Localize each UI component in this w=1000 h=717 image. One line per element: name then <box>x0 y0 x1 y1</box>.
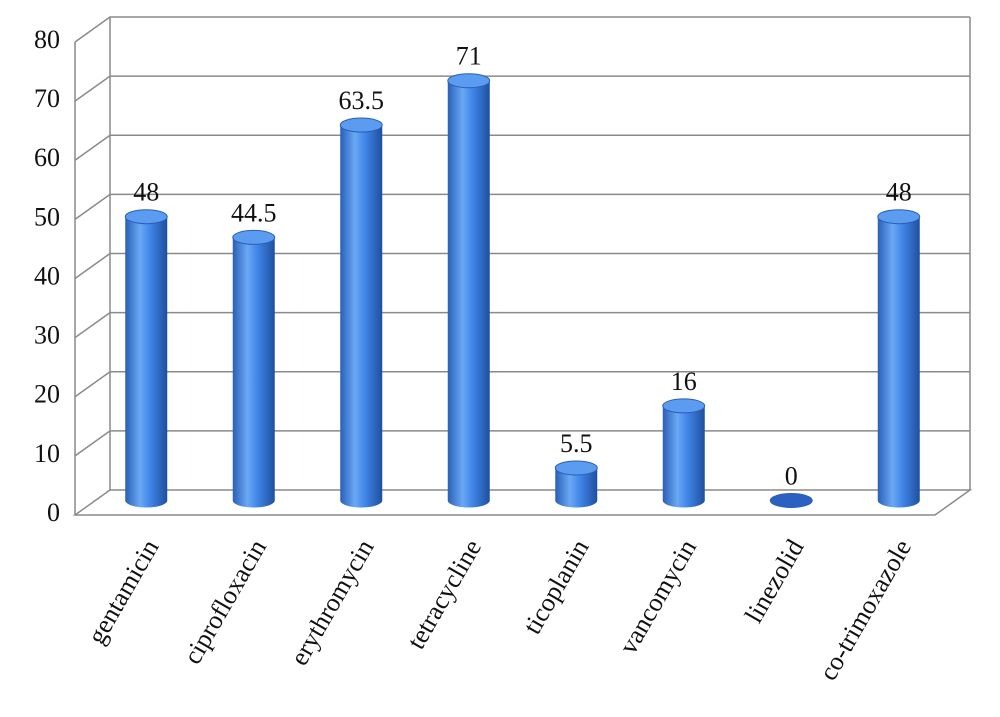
bar-bottom <box>447 493 490 508</box>
bar-bottom <box>877 493 920 508</box>
bar-top <box>877 209 921 225</box>
y-tick-label: 70 <box>34 84 60 113</box>
x-tick-label: ciprofloxacin <box>178 534 272 669</box>
bar-body <box>125 216 168 501</box>
data-label: 48 <box>886 178 912 207</box>
data-label: 71 <box>456 42 482 71</box>
bar-top <box>124 209 168 225</box>
y-tick-label: 30 <box>34 321 60 350</box>
bar-top <box>232 229 276 245</box>
bar-top <box>769 493 813 508</box>
data-label: 16 <box>671 367 697 396</box>
bar-body <box>232 237 275 501</box>
bar-body <box>340 125 383 501</box>
grid-line <box>74 134 970 161</box>
bar <box>447 73 491 508</box>
bar-top <box>554 460 598 476</box>
y-tick-label: 20 <box>34 380 60 409</box>
grid-line <box>74 193 970 220</box>
y-tick-label: 10 <box>34 439 60 468</box>
x-tick-label: erythromycin <box>284 534 379 670</box>
bar-bottom <box>125 493 168 508</box>
bar-bottom <box>555 493 598 508</box>
bar-top <box>447 73 491 89</box>
y-tick-label: 60 <box>34 143 60 172</box>
bar <box>877 209 921 508</box>
grid-line <box>74 252 970 280</box>
bar <box>662 398 706 508</box>
y-tick-label: 0 <box>47 498 60 527</box>
bar <box>339 117 383 508</box>
y-tick-label: 50 <box>34 202 60 231</box>
x-tick-label: gentamicin <box>82 534 165 649</box>
bar <box>124 209 168 508</box>
x-tick-label: co-trimoxazole <box>813 534 917 685</box>
grid-line <box>74 430 970 457</box>
grid-line <box>74 311 970 339</box>
data-label: 63.5 <box>339 86 385 115</box>
y-tick-label: 40 <box>34 261 60 290</box>
bar <box>232 229 276 508</box>
bar <box>554 460 598 508</box>
grid-line <box>74 16 970 43</box>
bar-top <box>662 398 706 414</box>
bar-bottom <box>662 493 705 508</box>
bar-bottom <box>232 493 275 508</box>
bar-top <box>339 117 383 133</box>
bar <box>769 493 813 508</box>
bar-body <box>877 216 920 501</box>
x-tick-label: vancomycin <box>613 534 702 659</box>
data-label: 0 <box>785 461 798 490</box>
x-tick-label: tetracycline <box>401 534 487 654</box>
bar-body <box>447 80 490 501</box>
x-tick-label: ticoplanin <box>518 534 595 639</box>
y-tick-label: 80 <box>34 25 60 54</box>
grid-line <box>74 75 970 102</box>
grid-line <box>74 371 970 398</box>
grid-line <box>72 489 973 516</box>
x-tick-label: linezolid <box>739 534 810 627</box>
data-label: 48 <box>133 178 159 207</box>
bar-bottom <box>340 493 383 508</box>
data-label: 5.5 <box>560 429 593 458</box>
bar-body <box>662 405 705 501</box>
data-label: 44.5 <box>231 198 277 227</box>
